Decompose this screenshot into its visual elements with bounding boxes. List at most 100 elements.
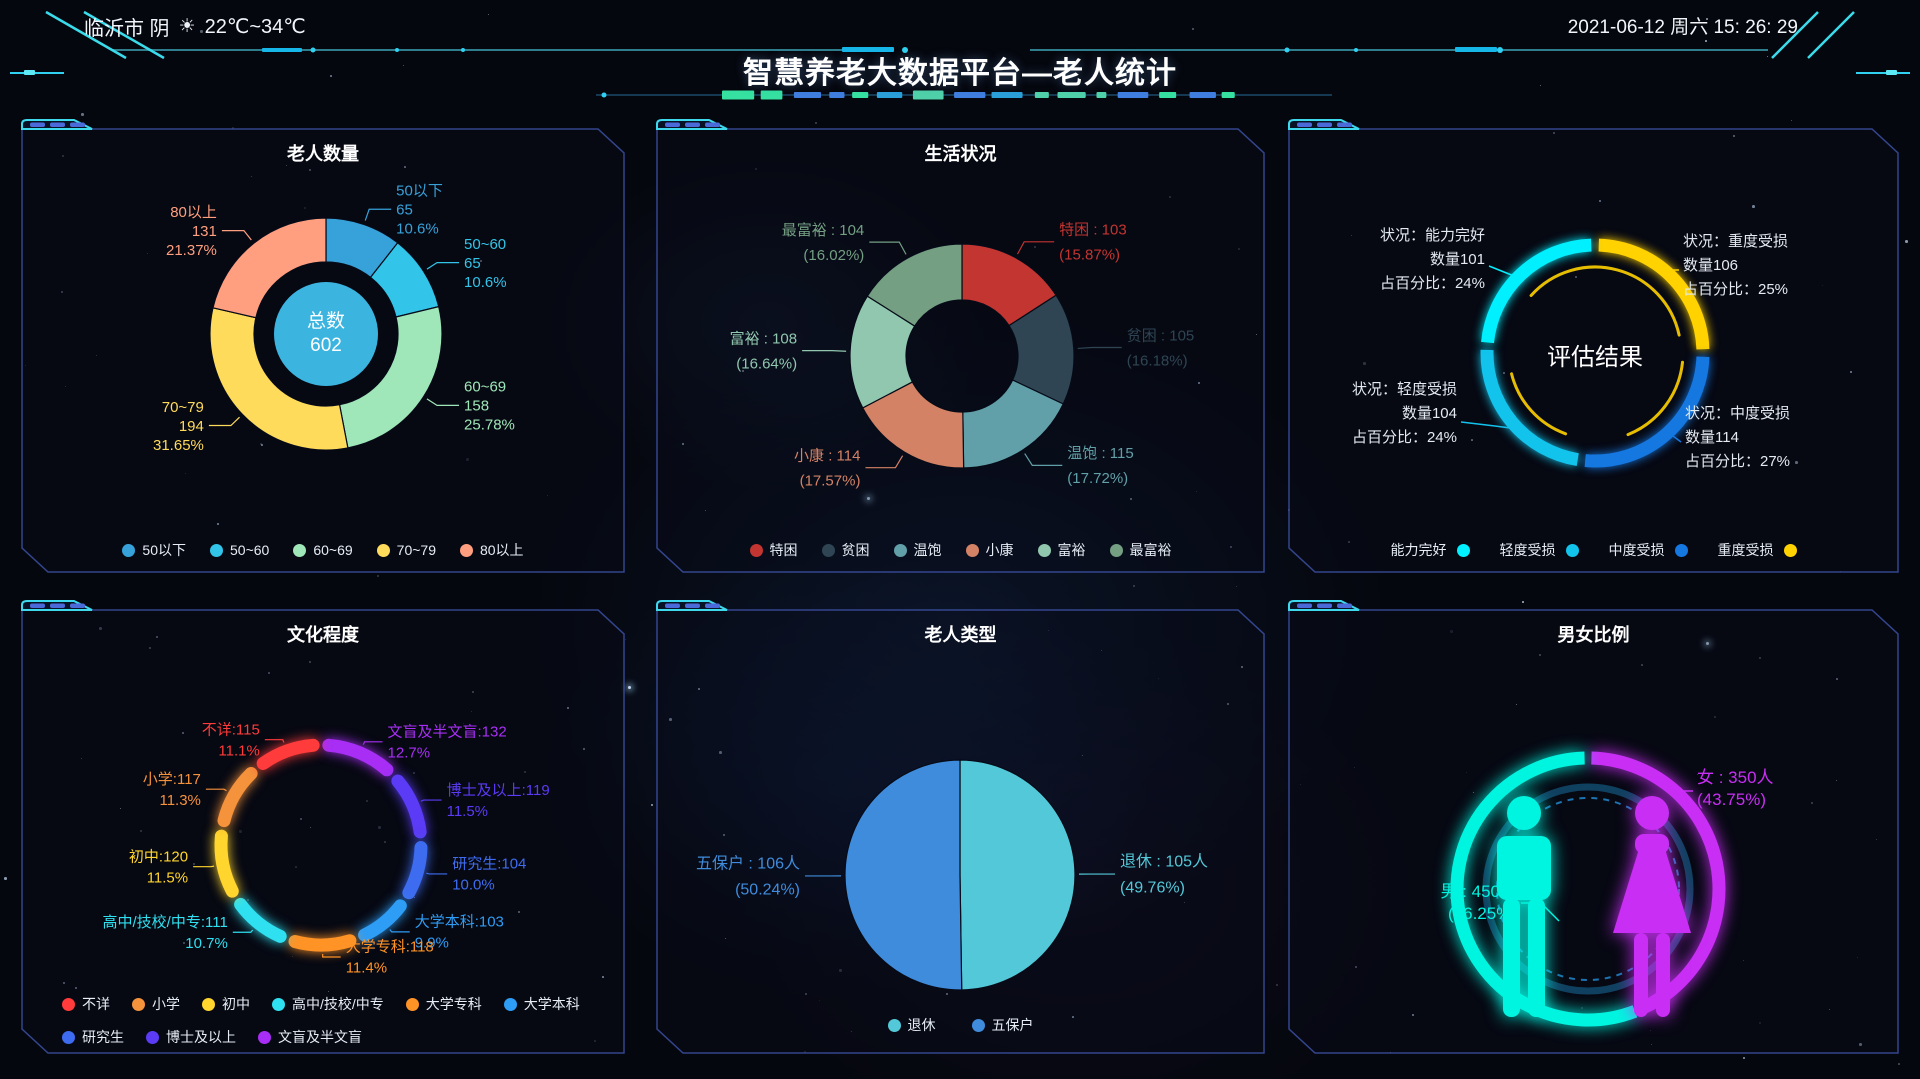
legend-item[interactable]: 博士及以上 bbox=[146, 1027, 236, 1047]
panel-tab-dash bbox=[705, 122, 720, 127]
legend-dot bbox=[210, 543, 223, 557]
slice-label: 50以下 bbox=[396, 183, 443, 200]
status-arc[interactable] bbox=[1481, 238, 1592, 344]
legend-item[interactable]: 温饱 bbox=[893, 540, 942, 560]
slice-label: 11.5% bbox=[447, 803, 488, 820]
slice-label: (16.64%) bbox=[736, 355, 797, 372]
ring-segment[interactable] bbox=[234, 897, 287, 943]
slice-label: 65 bbox=[464, 255, 481, 272]
pie-slice[interactable] bbox=[866, 243, 963, 327]
legend-item[interactable]: 贫困 bbox=[821, 540, 870, 560]
legend-item[interactable]: 研究生 bbox=[62, 1027, 124, 1047]
ring-segment[interactable] bbox=[391, 774, 427, 839]
panel-tab-dash bbox=[50, 603, 65, 608]
panel-title: 老人类型 bbox=[924, 625, 997, 645]
panel-tab-dash bbox=[665, 603, 680, 608]
ring-segment[interactable] bbox=[402, 841, 428, 900]
slice-label: 10.6% bbox=[464, 274, 507, 291]
label-leader-line bbox=[1521, 902, 1560, 922]
label-leader-line bbox=[865, 455, 904, 469]
status-label: 数量104 bbox=[1402, 405, 1457, 422]
slice-label: 10.0% bbox=[452, 877, 495, 894]
slice-label: 最富裕 : 104 bbox=[782, 221, 865, 239]
label-leader-line bbox=[1488, 265, 1520, 279]
label-leader-line bbox=[208, 416, 240, 427]
legend-dot bbox=[376, 543, 390, 557]
legend-dot bbox=[893, 543, 907, 557]
legend-item[interactable]: 大学专科 bbox=[405, 994, 482, 1014]
slice-label: 五保户 : 106人 bbox=[696, 855, 800, 873]
panel-living-condition: 生活状况 特困 : 103 (15.87%) 贫困 : 105 (16.18%) 温饱 … bbox=[653, 116, 1268, 576]
legend-item[interactable]: 小学 bbox=[132, 994, 180, 1014]
legend-item[interactable]: 轻度受损 bbox=[1500, 540, 1579, 560]
slice-label: 大学专科:118 bbox=[346, 939, 434, 956]
legend-label: 五保户 bbox=[991, 1017, 1034, 1033]
legend-item[interactable]: 70~79 bbox=[376, 542, 436, 558]
slice-label: (17.72%) bbox=[1067, 470, 1128, 487]
datetime-label: 2021-06-12 周六 15: 26: 29 bbox=[1567, 17, 1798, 38]
education-chart: 文盲及半文盲:132 12.7% 博士及以上:119 11.5% 研究生:104 10.0… bbox=[102, 721, 549, 976]
legend-dot bbox=[1109, 543, 1123, 557]
legend-item[interactable]: 大学本科 bbox=[503, 994, 580, 1014]
label-leader-line bbox=[1664, 429, 1682, 443]
slice-label: 文盲及半文盲:132 bbox=[388, 724, 507, 741]
label-leader-line bbox=[362, 741, 383, 745]
panel-tab-dash bbox=[1297, 122, 1312, 127]
legend-item[interactable]: 不详 bbox=[62, 994, 110, 1014]
legend-item[interactable]: 高中/技校/中专 bbox=[272, 994, 384, 1014]
pie-slice[interactable] bbox=[959, 759, 1076, 991]
legend-item[interactable]: 中度受损 bbox=[1609, 540, 1688, 560]
legend-dot bbox=[749, 543, 763, 557]
legend-item[interactable]: 50以下 bbox=[122, 540, 186, 560]
legend-item[interactable]: 特困 bbox=[749, 540, 798, 560]
ring-segment[interactable] bbox=[322, 738, 394, 777]
gender-arc[interactable] bbox=[1450, 751, 1638, 1027]
gender-arc[interactable] bbox=[1591, 751, 1726, 1015]
legend-item[interactable]: 小康 bbox=[965, 540, 1014, 560]
pie-slice[interactable] bbox=[861, 381, 965, 469]
legend-item[interactable]: 80以上 bbox=[459, 540, 524, 560]
ring-segment[interactable] bbox=[217, 766, 258, 828]
label-leader-line bbox=[264, 739, 285, 743]
status-label: 状况：重度受损 bbox=[1683, 233, 1788, 250]
legend-dot bbox=[1783, 543, 1797, 557]
panel-assessment: 状况：重度受损 数量106 占百分比：25% 状况：中度受损 数量114 占百分比：27%… bbox=[1285, 116, 1902, 576]
status-arc[interactable] bbox=[1598, 238, 1710, 350]
legend-dot bbox=[293, 543, 307, 557]
legend-item[interactable]: 富裕 bbox=[1037, 540, 1086, 560]
status-arc[interactable] bbox=[1584, 356, 1710, 468]
ring-segment[interactable] bbox=[214, 829, 239, 898]
legend-item[interactable]: 退休 bbox=[887, 1015, 936, 1035]
legend-dot bbox=[272, 997, 285, 1011]
legend-item[interactable]: 最富裕 bbox=[1109, 540, 1172, 560]
label-leader-line bbox=[420, 799, 442, 802]
slice-label: 21.37% bbox=[166, 242, 217, 259]
panel-tab-dash bbox=[685, 122, 700, 127]
legend-item[interactable]: 重度受损 bbox=[1718, 540, 1797, 560]
pie-slice[interactable] bbox=[844, 759, 963, 991]
legend-item[interactable]: 文盲及半文盲 bbox=[258, 1027, 362, 1047]
ring-segment[interactable] bbox=[288, 934, 357, 952]
legend-item[interactable]: 能力完好 bbox=[1391, 540, 1470, 560]
pie-slice[interactable] bbox=[209, 307, 349, 451]
ring-segment[interactable] bbox=[256, 738, 320, 770]
legend-item[interactable]: 60~69 bbox=[293, 542, 353, 558]
panel-tab-dash bbox=[1317, 122, 1332, 127]
legend-item[interactable]: 五保户 bbox=[971, 1015, 1034, 1035]
legend-label: 轻度受损 bbox=[1499, 542, 1556, 558]
legend-dot bbox=[405, 997, 419, 1011]
panel-tab-dash bbox=[705, 603, 720, 608]
panel-tab-dash bbox=[665, 122, 680, 127]
ring-segment[interactable] bbox=[358, 899, 407, 942]
pie-slice[interactable] bbox=[962, 379, 1064, 469]
weather-info: 临沂市 阴 ☀ 22℃~34℃ bbox=[84, 12, 306, 41]
legend-dot bbox=[1674, 543, 1688, 557]
legend-item[interactable]: 50~60 bbox=[210, 542, 269, 558]
panel-frame bbox=[21, 600, 625, 1054]
pie-slice[interactable] bbox=[212, 217, 327, 319]
legend-label: 不详 bbox=[82, 996, 110, 1012]
status-arc[interactable] bbox=[1480, 349, 1579, 467]
legend-item[interactable]: 初中 bbox=[202, 994, 250, 1014]
page-title: 智慧养老大数据平台—老人统计 bbox=[743, 57, 1177, 90]
